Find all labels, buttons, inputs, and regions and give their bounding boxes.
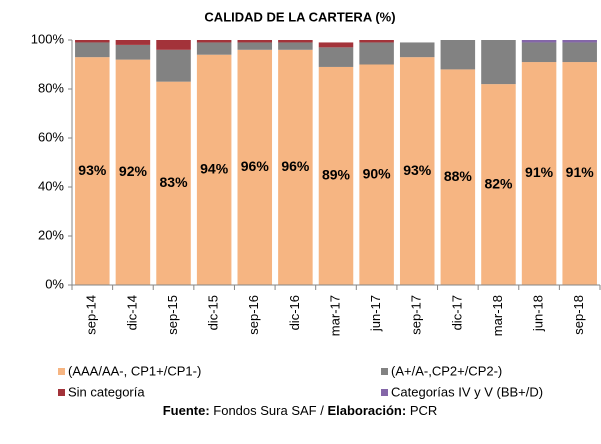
y-tick-label: 100% (31, 31, 65, 46)
bar-segment (75, 57, 110, 286)
legend-label: Categorías IV y V (BB+/D) (391, 384, 543, 399)
source-text: PCR (410, 403, 437, 418)
bar-segment (399, 42, 435, 58)
bar-segment (481, 84, 516, 285)
chart-title: CALIDAD DE LA CARTERA (%) (204, 9, 395, 24)
data-label: 96% (281, 158, 310, 174)
data-label: 88% (444, 168, 473, 184)
legend-label: (A+/A-,CP2+/CP2-) (391, 363, 502, 378)
data-label: 93% (403, 162, 432, 178)
x-tick-label: sep-18 (571, 295, 586, 335)
x-tick-label: sep-17 (409, 295, 424, 335)
bar-segment (237, 40, 273, 43)
bar-segment (278, 40, 313, 43)
bar-segment (562, 40, 597, 43)
bar-segment (440, 69, 476, 286)
source-text: Fondos Sura SAF / (213, 403, 324, 418)
bar-segment (562, 42, 597, 63)
y-tick-label: 80% (38, 80, 64, 95)
bar-segment (521, 62, 557, 285)
x-tick-label: mar-18 (490, 295, 505, 336)
data-label: 90% (363, 165, 392, 181)
data-label: 94% (200, 161, 229, 177)
bar-segment (399, 57, 435, 286)
data-label: 91% (525, 164, 554, 180)
data-label: 89% (322, 167, 351, 183)
x-tick-label: sep-14 (84, 295, 99, 335)
bar-segment (440, 40, 476, 70)
bar-segment (359, 42, 394, 65)
legend-label: Sin categoría (68, 384, 145, 399)
x-tick-label: sep-15 (165, 295, 180, 335)
bar-segment (237, 49, 273, 285)
bar-segment (115, 44, 151, 60)
bar-segment (196, 40, 232, 43)
x-tick-label: dic-17 (449, 295, 464, 330)
x-tick-label: dic-15 (206, 295, 221, 330)
bar-segment (318, 66, 354, 285)
bar-segment (196, 42, 232, 55)
bar-segment (359, 64, 394, 285)
bar-segment (278, 42, 313, 50)
bar-segment (156, 40, 191, 50)
legend-swatch (381, 389, 388, 396)
bar-segment (521, 40, 557, 43)
data-label: 93% (78, 162, 107, 178)
data-label: 92% (119, 163, 148, 179)
source-label: Elaboración: (327, 403, 406, 418)
x-tick-label: sep-16 (246, 295, 261, 335)
y-tick-label: 20% (38, 227, 64, 242)
y-tick-label: 40% (38, 178, 64, 193)
y-tick-label: 0% (45, 276, 64, 291)
legend-swatch (58, 389, 65, 396)
x-tick-label: dic-16 (287, 295, 302, 330)
data-label: 82% (484, 175, 513, 191)
x-tick-label: jun-17 (368, 295, 383, 332)
source-note: Fuente: Fondos Sura SAF / Elaboración: P… (163, 403, 438, 418)
legend-swatch (381, 368, 388, 375)
bar-segment (359, 40, 394, 43)
bar-segment (481, 40, 516, 85)
bar-segment (115, 40, 151, 45)
legend-swatch (58, 368, 65, 375)
bar-segment (115, 59, 151, 285)
x-tick-label: jun-18 (531, 295, 546, 332)
data-label: 91% (566, 164, 595, 180)
bar-segment (521, 42, 557, 63)
data-label: 96% (241, 158, 270, 174)
x-tick-label: mar-17 (327, 295, 342, 336)
x-tick-label: dic-14 (124, 295, 139, 330)
bar-segment (237, 42, 273, 50)
source-label: Fuente: (163, 403, 210, 418)
bar-segment (278, 49, 313, 285)
bar-segment (156, 49, 191, 82)
bar-segment (562, 62, 597, 285)
bar-segment (156, 81, 191, 286)
y-tick-label: 60% (38, 129, 64, 144)
bar-segment (75, 40, 110, 43)
data-label: 83% (160, 174, 189, 190)
bar-segment (318, 47, 354, 67)
bar-segment (318, 42, 354, 48)
bar-segment (75, 42, 110, 58)
bar-segment (196, 54, 232, 286)
legend-label: (AAA/AA-, CP1+/CP1-) (68, 363, 201, 378)
